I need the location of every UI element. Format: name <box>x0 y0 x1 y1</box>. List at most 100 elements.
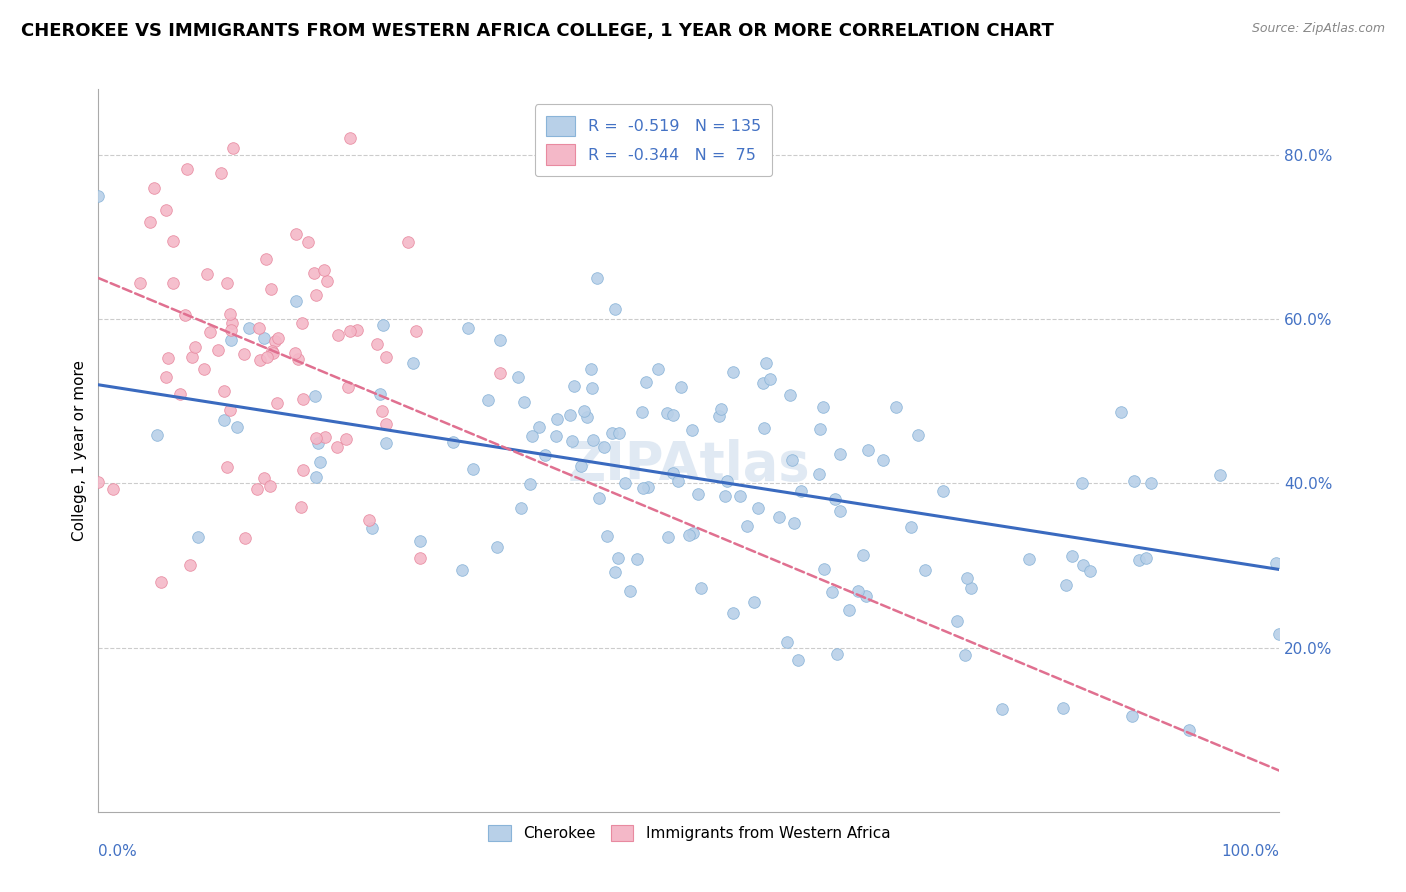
Point <box>678 528 700 542</box>
Point <box>217 276 239 290</box>
Point <box>307 436 329 450</box>
Point <box>721 607 744 621</box>
Point <box>488 333 510 347</box>
Point <box>669 380 692 394</box>
Point <box>184 341 207 355</box>
Point <box>574 403 596 417</box>
Point <box>368 387 391 401</box>
Point <box>461 462 484 476</box>
Point <box>489 366 512 380</box>
Point <box>811 400 834 414</box>
Point <box>316 274 339 288</box>
Point <box>284 227 307 242</box>
Point <box>600 426 623 441</box>
Point <box>287 352 309 367</box>
Point <box>900 520 922 534</box>
Point <box>219 324 242 338</box>
Point <box>735 519 758 533</box>
Point <box>155 202 177 217</box>
Point <box>838 603 860 617</box>
Point <box>960 581 983 595</box>
Point <box>519 477 541 491</box>
Point <box>562 379 585 393</box>
Point <box>855 589 877 603</box>
Point <box>707 409 730 423</box>
Point <box>688 486 710 500</box>
Point <box>143 181 166 195</box>
Point <box>129 276 152 290</box>
Point <box>603 565 626 579</box>
Point <box>603 301 626 316</box>
Point <box>441 434 464 449</box>
Point <box>176 161 198 176</box>
Text: Source: ZipAtlas.com: Source: ZipAtlas.com <box>1251 22 1385 36</box>
Point <box>256 350 278 364</box>
Point <box>409 550 432 565</box>
Point <box>780 452 803 467</box>
Point <box>366 337 388 351</box>
Point <box>690 582 713 596</box>
Point <box>1018 551 1040 566</box>
Point <box>477 393 499 408</box>
Point <box>953 648 976 662</box>
Point <box>710 402 733 417</box>
Point <box>1140 475 1163 490</box>
Point <box>374 351 396 365</box>
Point <box>267 331 290 345</box>
Point <box>825 647 848 661</box>
Point <box>533 448 555 462</box>
Point <box>1128 553 1150 567</box>
Point <box>346 323 368 337</box>
Point <box>1121 709 1143 723</box>
Point <box>215 459 238 474</box>
Point <box>304 389 326 403</box>
Point <box>339 324 361 338</box>
Point <box>450 563 472 577</box>
Point <box>789 483 811 498</box>
Point <box>637 480 659 494</box>
Point <box>1178 723 1201 737</box>
Point <box>662 466 685 480</box>
Point <box>219 403 242 417</box>
Point <box>655 406 678 420</box>
Point <box>139 215 162 229</box>
Point <box>681 424 703 438</box>
Point <box>759 371 782 385</box>
Text: 0.0%: 0.0% <box>98 844 138 859</box>
Point <box>723 365 745 379</box>
Point <box>253 470 276 484</box>
Point <box>305 431 328 445</box>
Point <box>375 435 398 450</box>
Point <box>200 325 222 339</box>
Point <box>1071 558 1094 573</box>
Point <box>813 562 835 576</box>
Point <box>728 490 751 504</box>
Point <box>374 417 396 432</box>
Point <box>291 392 314 406</box>
Point <box>596 529 619 543</box>
Point <box>884 400 907 414</box>
Point <box>666 474 689 488</box>
Point <box>751 376 773 390</box>
Point <box>606 550 628 565</box>
Point <box>326 328 349 343</box>
Point <box>314 430 336 444</box>
Point <box>312 263 335 277</box>
Point <box>486 540 509 554</box>
Point <box>262 346 284 360</box>
Point <box>716 474 738 488</box>
Point <box>254 252 277 267</box>
Point <box>1135 551 1157 566</box>
Point <box>262 344 284 359</box>
Point <box>259 479 281 493</box>
Point <box>193 362 215 376</box>
Point <box>647 362 669 376</box>
Point <box>776 635 799 649</box>
Point <box>214 413 236 427</box>
Point <box>207 343 229 357</box>
Point <box>264 334 287 348</box>
Point <box>87 189 110 203</box>
Point <box>522 428 544 442</box>
Point <box>779 387 801 401</box>
Point <box>253 331 276 345</box>
